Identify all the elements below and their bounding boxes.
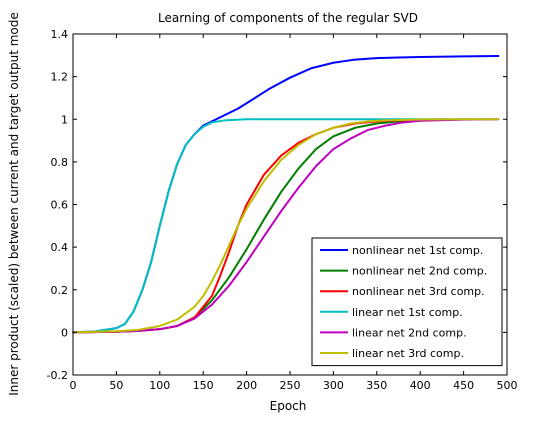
legend-entry-6: linear net 3rd comp. bbox=[352, 347, 464, 360]
axes-group: 0 50 100 150 200 250 300 350 400 450 500-0.200.20.… bbox=[47, 28, 518, 392]
y-tick-label: 0.6 bbox=[51, 199, 69, 212]
x-tick-label: 50 bbox=[109, 379, 123, 392]
legend-box bbox=[311, 237, 503, 367]
x-tick-label: 200 bbox=[236, 379, 257, 392]
x-tick-label: 100 bbox=[149, 379, 170, 392]
x-tick-label: 300 bbox=[323, 379, 344, 392]
legend: nonlinear net 1st comp. nonlinear net 2nd… bbox=[311, 237, 503, 367]
chart-title: Learning of components of the regular SV… bbox=[158, 11, 418, 25]
legend-entry-3: nonlinear net 3rd comp. bbox=[352, 285, 485, 298]
x-tick-label: 400 bbox=[410, 379, 431, 392]
legend-entry-4: linear net 1st comp. bbox=[352, 306, 463, 319]
y-tick-label: 1.2 bbox=[51, 71, 69, 84]
series-group bbox=[72, 54, 500, 334]
y-tick-label: 0.8 bbox=[51, 156, 69, 169]
y-tick-label: 0.2 bbox=[51, 284, 69, 297]
series-line-6 bbox=[72, 118, 500, 334]
x-tick-label: 450 bbox=[453, 379, 474, 392]
legend-entry-1: nonlinear net 1st comp. bbox=[352, 244, 483, 257]
y-tick-label: 0.4 bbox=[51, 241, 69, 254]
y-tick-label: -0.2 bbox=[47, 369, 68, 382]
x-tick-label: 150 bbox=[193, 379, 214, 392]
x-tick-label: 500 bbox=[497, 379, 518, 392]
series-line-5 bbox=[72, 118, 500, 334]
series-line-4 bbox=[72, 118, 500, 334]
x-axis-label: Epoch bbox=[270, 399, 307, 413]
y-axis-label: Inner product (scaled) between current a… bbox=[7, 12, 21, 396]
x-tick-label: 250 bbox=[280, 379, 301, 392]
x-tick-label: 350 bbox=[366, 379, 387, 392]
y-tick-label: 1 bbox=[61, 113, 68, 126]
y-tick-label: 0 bbox=[61, 326, 68, 339]
legend-entry-5: linear net 2nd comp. bbox=[352, 326, 467, 339]
y-tick-label: 1.4 bbox=[51, 28, 69, 41]
legend-entry-2: nonlinear net 2nd comp. bbox=[352, 265, 487, 278]
x-tick-label: 0 bbox=[70, 379, 77, 392]
